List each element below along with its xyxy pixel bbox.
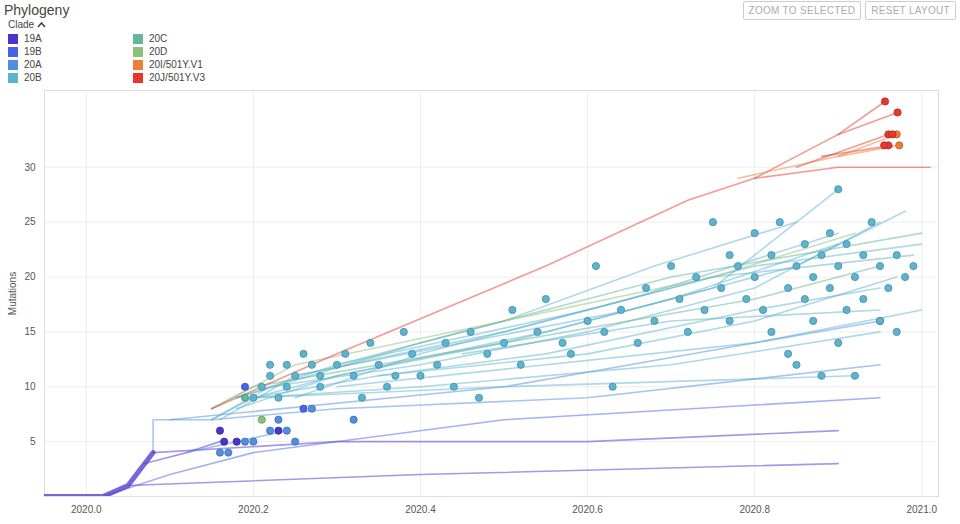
svg-text:20: 20 [24, 271, 36, 282]
svg-text:2021.0: 2021.0 [906, 504, 937, 515]
svg-text:10: 10 [24, 381, 36, 392]
svg-text:Mutations: Mutations [7, 272, 18, 315]
html-text:20D: 20D [149, 46, 168, 57]
svg-text:25: 25 [24, 216, 36, 227]
html-text:RESET LAYOUT: RESET LAYOUT [871, 5, 950, 16]
html-text:20J/501Y.V3: 20J/501Y.V3 [149, 72, 205, 83]
svg-text:15: 15 [24, 326, 36, 337]
html-text:20B: 20B [24, 72, 42, 83]
html-text:20I/501Y.V1: 20I/501Y.V1 [149, 59, 203, 70]
svg-text:2020.4: 2020.4 [405, 504, 436, 515]
svg-text:30: 30 [24, 162, 36, 173]
html-text:20C: 20C [149, 33, 168, 44]
html-text:19A: 19A [24, 33, 42, 44]
svg-text:5: 5 [30, 436, 36, 447]
svg-text:2020.0: 2020.0 [71, 504, 102, 515]
svg-text:2020.6: 2020.6 [572, 504, 603, 515]
html-text:Phylogeny: Phylogeny [4, 2, 70, 18]
html-text:20A: 20A [24, 59, 42, 70]
html-text:Clade: Clade [8, 19, 35, 30]
html-text:19B: 19B [24, 46, 42, 57]
html-text:ZOOM TO SELECTED: ZOOM TO SELECTED [748, 5, 856, 16]
svg-text:2020.2: 2020.2 [238, 504, 269, 515]
svg-text:2020.8: 2020.8 [739, 504, 770, 515]
